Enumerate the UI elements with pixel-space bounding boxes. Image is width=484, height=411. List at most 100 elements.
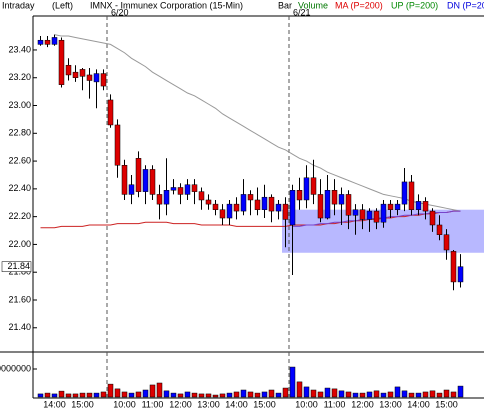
candle-body <box>219 209 226 219</box>
candle-body <box>100 73 107 87</box>
x-tick-label: 13:00 <box>379 399 402 409</box>
volume-bar <box>226 392 233 398</box>
volume-bar <box>296 381 303 398</box>
volume-bar <box>366 391 373 398</box>
y-tick-label: 22.80 <box>8 128 31 138</box>
volume-bar <box>37 393 44 398</box>
y-tick-label: 22.60 <box>8 155 31 165</box>
candle-body <box>170 187 177 191</box>
candle-body <box>345 194 352 216</box>
x-tick-label: 10:00 <box>113 399 136 409</box>
volume-bar <box>205 393 212 398</box>
volume-bar <box>79 392 86 398</box>
candle-body <box>366 210 373 220</box>
x-tick-label: 12:00 <box>169 399 192 409</box>
volume-bar <box>436 392 443 398</box>
period-label: Intraday <box>2 0 35 10</box>
y-tick-label: 23.00 <box>8 100 31 110</box>
candle-body <box>184 184 191 195</box>
volume-bar <box>275 392 282 398</box>
candle-body <box>317 194 324 219</box>
volume-bar <box>310 389 317 398</box>
candle-body <box>359 209 366 220</box>
candle-body <box>128 184 135 195</box>
x-tick-label: 14:00 <box>225 399 248 409</box>
volume-bar <box>387 391 394 398</box>
x-tick-label: 12:00 <box>351 399 374 409</box>
candle-body <box>373 210 380 223</box>
volume-bar <box>219 393 226 398</box>
volume-bar <box>457 385 464 398</box>
candle-body <box>142 169 149 192</box>
candle-body <box>226 203 233 219</box>
volume-bar <box>324 387 331 398</box>
last-price-box <box>1 261 32 272</box>
candle-body <box>212 203 219 210</box>
x-tick-label: 11:00 <box>324 399 346 409</box>
y-tick-label: 23.20 <box>8 72 31 82</box>
candle-body <box>331 190 338 205</box>
x-tick-label: 13:00 <box>197 399 220 409</box>
volume-bar <box>142 389 149 398</box>
candle-body <box>65 64 72 76</box>
volume-bar <box>331 388 338 398</box>
candle-body <box>254 199 261 210</box>
volume-bar <box>254 392 261 398</box>
volume-bar <box>317 391 324 398</box>
volume-bar <box>359 392 366 398</box>
candle-body <box>79 69 86 77</box>
scale-side: (Left) <box>52 0 73 10</box>
candle-body <box>58 39 65 85</box>
x-tick-label: 10:00 <box>295 399 318 409</box>
volume-bar <box>65 393 72 398</box>
volume-bar <box>338 390 345 398</box>
volume-bar <box>191 392 198 398</box>
volume-bar <box>233 391 240 398</box>
candle-body <box>429 210 436 226</box>
volume-bar <box>163 390 170 398</box>
candle-body <box>121 164 128 195</box>
volume-bar <box>135 391 142 398</box>
volume-bar <box>149 384 156 398</box>
volume-bar <box>51 393 58 398</box>
x-tick-label: 15:00 <box>435 399 458 409</box>
candle-body <box>261 196 268 210</box>
candle-body <box>443 234 450 251</box>
candle-body <box>310 177 317 195</box>
candle-body <box>37 39 44 45</box>
candle-body <box>107 99 114 126</box>
volume-bar <box>261 391 268 398</box>
legend-entry: MA (P=200) <box>335 0 383 10</box>
candle-body <box>191 184 198 192</box>
volume-bar <box>401 390 408 398</box>
volume-bar <box>373 390 380 398</box>
candle-body <box>303 177 310 201</box>
volume-bar <box>450 391 457 398</box>
volume-bar <box>443 389 450 398</box>
x-tick-label: 14:00 <box>407 399 430 409</box>
y-tick-label: 22.20 <box>8 211 31 221</box>
candle-body <box>401 181 408 205</box>
candle-body <box>135 158 142 192</box>
last-price-label: 21.84 <box>7 261 30 271</box>
x-tick-label: 14:00 <box>43 399 66 409</box>
volume-bar <box>170 392 177 398</box>
candle-body <box>51 37 58 45</box>
bar-label: Bar <box>278 0 292 10</box>
candle-body <box>380 203 387 223</box>
volume-bar <box>100 391 107 398</box>
volume-bar <box>352 392 359 398</box>
volume-bar <box>289 366 296 398</box>
candle-body <box>233 203 240 212</box>
volume-bar <box>394 386 401 398</box>
y-tick-label: 23.40 <box>8 44 31 54</box>
y-tick-label: 21.60 <box>8 294 31 304</box>
y-tick-label: 22.40 <box>8 183 31 193</box>
volume-bar <box>156 382 163 398</box>
candle-body <box>394 203 401 210</box>
indicator-line <box>54 34 461 212</box>
volume-bar <box>422 391 429 398</box>
legend-entry: UP (P=200) <box>391 0 438 10</box>
